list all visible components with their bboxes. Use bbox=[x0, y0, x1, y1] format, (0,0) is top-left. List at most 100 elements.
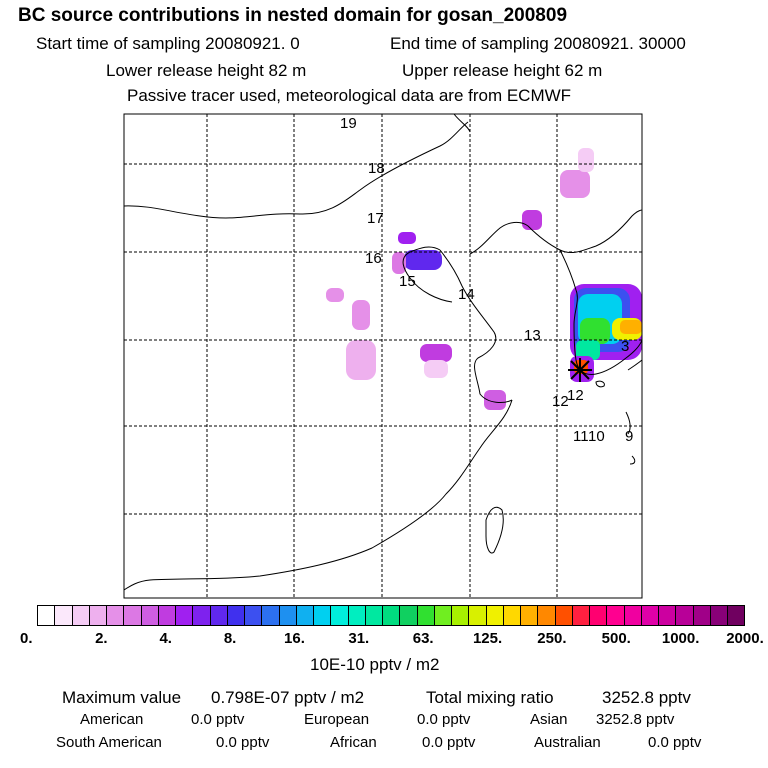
coastline-segment bbox=[402, 246, 453, 303]
colorbar-segment bbox=[728, 606, 745, 625]
max-value: 0.798E-07 pptv / m2 bbox=[211, 688, 365, 707]
plume-patch bbox=[346, 340, 376, 380]
colorbar-tick-label: 1000. bbox=[661, 630, 700, 647]
colorbar-segment bbox=[624, 606, 642, 625]
upper-release-height-label: Upper release height 62 m bbox=[402, 61, 603, 80]
receptor-marker-ray bbox=[570, 360, 590, 380]
colorbar-segment bbox=[314, 606, 332, 625]
colorbar-segment bbox=[331, 606, 349, 625]
plume-patch bbox=[578, 148, 594, 172]
coastline-segment bbox=[469, 209, 642, 255]
colorbar-segment bbox=[262, 606, 280, 625]
peninsula-coast bbox=[559, 249, 642, 375]
colorbar-segment bbox=[383, 606, 401, 625]
max-value-label: Maximum value bbox=[62, 688, 182, 707]
colorbar-segment bbox=[676, 606, 694, 625]
plume-patch bbox=[326, 288, 344, 302]
receptor-marker bbox=[568, 358, 592, 382]
region-value: 0.0 pptv bbox=[422, 734, 476, 751]
region-name: Australian bbox=[534, 734, 601, 751]
colorbar-segment bbox=[572, 606, 590, 625]
trajectory-label: 10 bbox=[588, 428, 605, 445]
colorbar-segment bbox=[590, 606, 608, 625]
colorbar-segment bbox=[693, 606, 711, 625]
colorbar-tick-label: 2. bbox=[95, 630, 108, 647]
map-frame bbox=[123, 113, 643, 599]
plume-patch bbox=[620, 320, 642, 334]
border-line bbox=[124, 121, 469, 219]
region-name: African bbox=[330, 734, 377, 751]
colorbar-segment bbox=[227, 606, 245, 625]
colorbar-segment bbox=[503, 606, 521, 625]
region-value: 3252.8 pptv bbox=[596, 711, 675, 728]
colorbar-segment bbox=[486, 606, 504, 625]
island-outline bbox=[595, 380, 605, 388]
plume-patch bbox=[560, 170, 590, 198]
coastline-segment bbox=[625, 411, 631, 435]
border-line bbox=[453, 114, 471, 133]
colorbar-tick-label: 8. bbox=[223, 630, 237, 647]
colorbar-segment bbox=[400, 606, 418, 625]
plume-patch bbox=[352, 300, 370, 330]
trajectory-label: 11 bbox=[573, 428, 589, 445]
colorbar-tick-label: 63. bbox=[412, 630, 434, 647]
trajectory-label: 12 bbox=[552, 393, 569, 410]
trajectory-label: 16 bbox=[365, 250, 382, 267]
colorbar bbox=[37, 605, 745, 626]
plume-patch bbox=[398, 232, 416, 244]
colorbar-tick-label: 250. bbox=[537, 630, 567, 647]
region-name: European bbox=[304, 711, 370, 728]
colorbar-segment bbox=[210, 606, 228, 625]
start-time-label: Start time of sampling 20080921. 0 bbox=[36, 34, 300, 53]
trajectory-label: 15 bbox=[399, 273, 416, 290]
colorbar-segment bbox=[434, 606, 452, 625]
lower-release-height-label: Lower release height 82 m bbox=[106, 61, 307, 80]
colorbar-segment bbox=[469, 606, 487, 625]
plume-patch bbox=[522, 210, 542, 230]
plume-patch bbox=[484, 390, 506, 410]
tracer-info-label: Passive tracer used, meteorological data… bbox=[127, 86, 572, 105]
colorbar-segment bbox=[521, 606, 539, 625]
colorbar-segment bbox=[659, 606, 677, 625]
colorbar-tick-label: 0. bbox=[20, 630, 33, 647]
colorbar-segment bbox=[107, 606, 125, 625]
plume-patch bbox=[424, 360, 448, 378]
region-name: American bbox=[80, 711, 144, 728]
colorbar-segment bbox=[555, 606, 573, 625]
map-panel: 19 18 17 16 15 14 13 12 12 11 10 9 3 bbox=[123, 113, 643, 599]
colorbar-tick-label: 125. bbox=[472, 630, 503, 647]
trajectory-labels: 19 18 17 16 15 14 13 12 12 11 10 9 3 bbox=[340, 115, 633, 445]
colorbar-unit-label: 10E-10 pptv / m2 bbox=[310, 655, 440, 674]
region-value: 0.0 pptv bbox=[216, 734, 270, 751]
colorbar-segment bbox=[348, 606, 366, 625]
colorbar-segment bbox=[538, 606, 556, 625]
trajectory-label: 14 bbox=[458, 286, 475, 303]
colorbar-tick-label: 500. bbox=[601, 630, 631, 647]
trajectory-label: 9 bbox=[625, 428, 633, 445]
coastline-segment bbox=[124, 399, 513, 591]
trajectory-label: 3 bbox=[621, 338, 629, 355]
plume-patch bbox=[404, 250, 442, 270]
colorbar-segment bbox=[55, 606, 73, 625]
colorbar-segment bbox=[158, 606, 176, 625]
colorbar-segment bbox=[641, 606, 659, 625]
colorbar-segment bbox=[193, 606, 211, 625]
region-value: 0.0 pptv bbox=[417, 711, 471, 728]
chart-title: BC source contributions in nested domain… bbox=[18, 5, 568, 26]
colorbar-segment bbox=[124, 606, 142, 625]
colorbar-segment bbox=[296, 606, 314, 625]
colorbar-segment bbox=[176, 606, 194, 625]
total-mixing-ratio-label: Total mixing ratio bbox=[426, 688, 554, 707]
colorbar-segment bbox=[245, 606, 263, 625]
colorbar-segment bbox=[72, 606, 90, 625]
colorbar-segment bbox=[38, 606, 56, 625]
colorbar-segment bbox=[365, 606, 383, 625]
colorbar-segment bbox=[417, 606, 435, 625]
concentration-field bbox=[326, 148, 642, 410]
trajectory-label: 12 bbox=[567, 387, 584, 404]
lat-lon-grid bbox=[124, 114, 642, 598]
coastline-segment bbox=[439, 249, 513, 403]
region-value: 0.0 pptv bbox=[191, 711, 245, 728]
colorbar-tick-label: 16. bbox=[284, 630, 305, 647]
island-outline bbox=[485, 506, 504, 554]
